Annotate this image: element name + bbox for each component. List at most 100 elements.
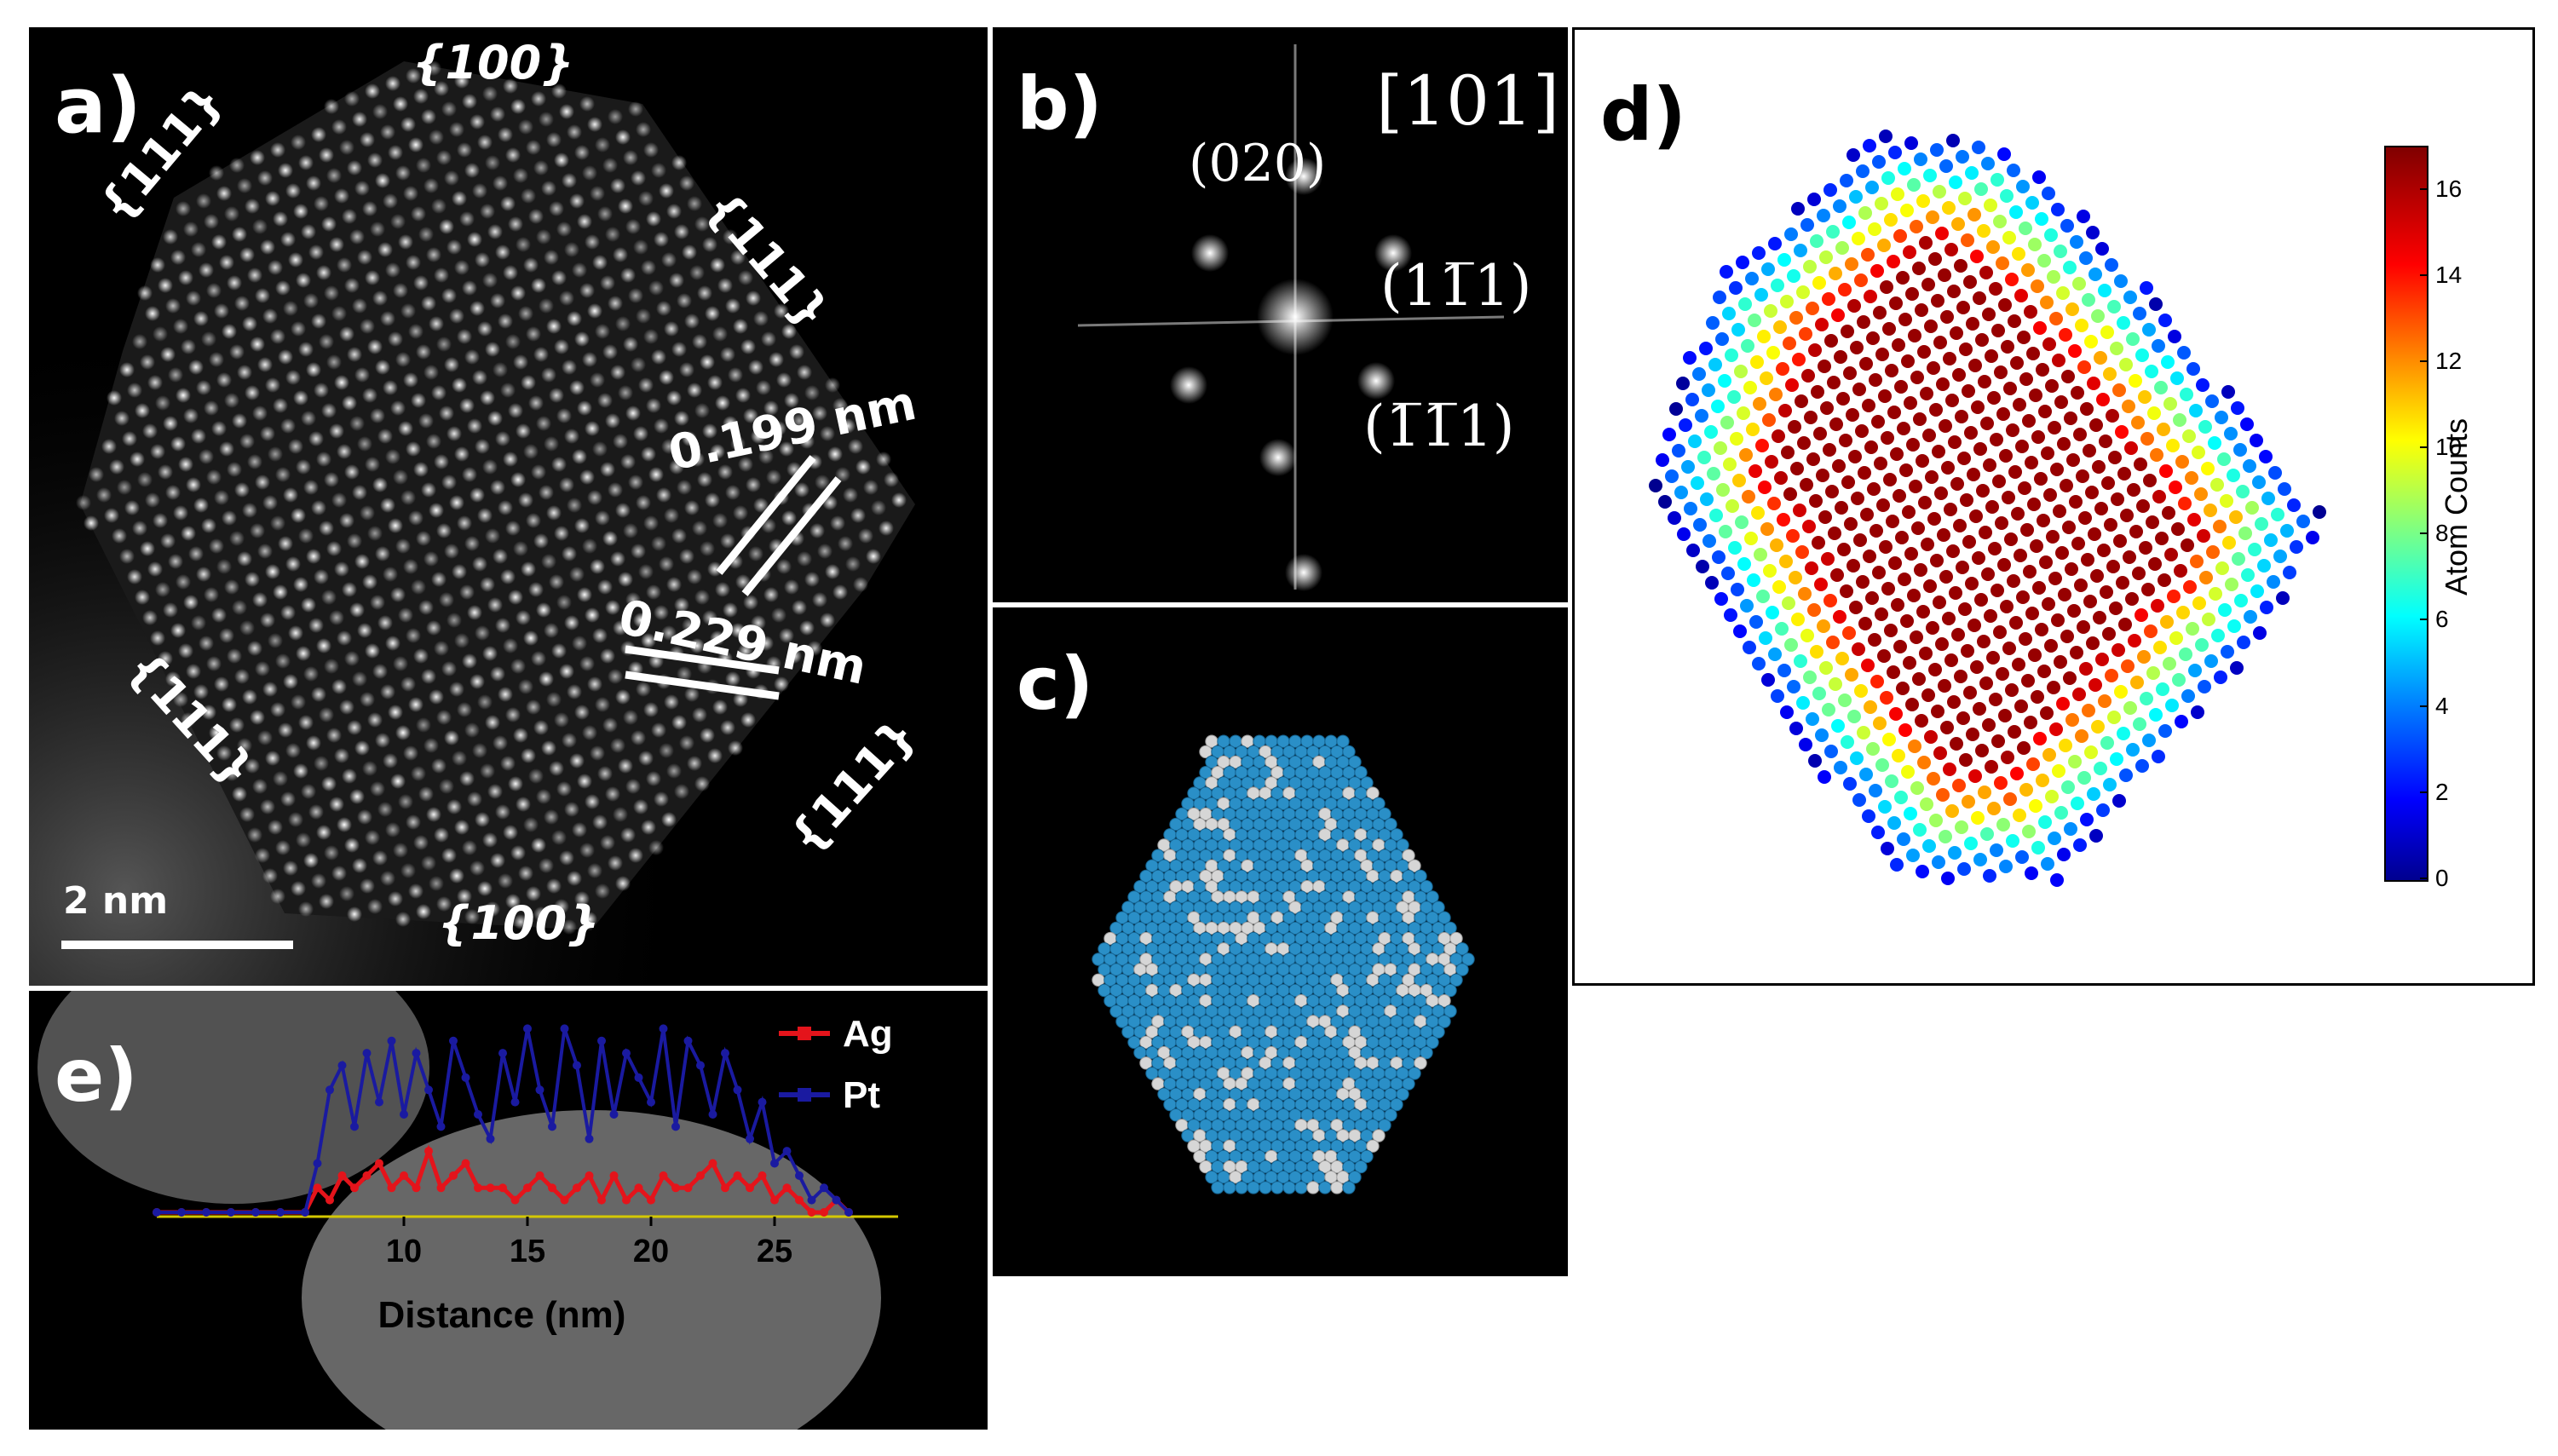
atom-column [470,487,485,503]
pt-atom [1461,952,1475,966]
atom-column [285,743,301,758]
atom-count-point [1898,162,1911,176]
atom-column [275,467,291,482]
atom-count-point [1850,341,1864,354]
atom-column [342,582,357,597]
atom-column [712,699,728,715]
atom-column [784,393,799,408]
atom-count-point [1669,402,1683,416]
atom-column [654,232,669,247]
atom-count-point [1819,250,1833,264]
atom-column [689,452,705,467]
atom-count-scatter [1649,129,2326,887]
atom-column [224,206,239,222]
atom-column [352,112,367,127]
atom-count-point [1961,233,1974,247]
data-point-pt [746,1134,754,1143]
atom-count-point [1877,649,1891,663]
atom-column [181,526,196,541]
atom-count-point [2133,717,2146,731]
atom-column [314,569,329,584]
atom-count-point [1840,584,1853,598]
atom-column [360,505,375,521]
atom-count-point [1957,862,1971,876]
atom-column [441,475,457,490]
atom-column [439,219,454,234]
atom-count-point [2056,697,2070,711]
atom-column [625,592,641,607]
data-point-pt [412,1049,421,1058]
atom-column [268,446,283,462]
atom-column [372,104,388,119]
data-point-ag [535,1171,544,1180]
data-point-ag [436,1183,446,1193]
atom-count-point [1791,613,1805,626]
atom-column [349,602,365,618]
atom-count-point [1806,712,1819,726]
atom-column [319,707,334,722]
atom-column [643,142,659,158]
atom-count-point [2150,448,2163,462]
atom-count-point [2149,708,2163,722]
atom-count-point [2025,607,2039,620]
atom-count-point [1929,814,1943,827]
atom-column [170,436,186,452]
atom-count-point [1916,454,1929,468]
atom-column [661,812,677,827]
atom-column [720,533,735,549]
atom-count-point [1853,533,1867,547]
atom-count-point [1721,567,1735,580]
atom-count-point [2084,745,2098,759]
atom-column [344,278,360,293]
atom-count-point [2116,576,2129,590]
atom-count-point [2080,402,2094,416]
atom-column [498,500,513,515]
atom-count-point [1925,470,1939,484]
atom-column [342,395,357,411]
atom-count-point [2105,258,2118,272]
atom-column [495,245,510,260]
atom-column [582,912,597,927]
atom-column [426,247,441,262]
atom-column [245,385,260,400]
atom-count-point [1910,220,1923,233]
atom-column [395,912,411,927]
atom-column [181,712,196,728]
atom-count-point [2175,715,2188,728]
atom-count-point [1683,351,1697,365]
atom-count-point [2008,465,2022,479]
atom-column [186,477,201,492]
atom-count-point [1852,383,1866,396]
atom-column [224,766,239,781]
atom-column [671,528,687,544]
atom-count-point [2001,751,2014,764]
atom-column [710,444,725,459]
atom-column [252,219,268,234]
atom-column [380,498,395,513]
atom-column [738,457,753,472]
atom-count-point [1995,516,2008,530]
atom-column [429,876,444,891]
atom-count-point [1921,538,1934,551]
atom-column [728,367,743,383]
legend-marker-ag [798,1027,811,1040]
atom-count-point [2154,381,2168,394]
atom-count-point [1913,823,1927,837]
atom-column [480,763,495,779]
atom-count-point [1777,253,1791,267]
atom-column [247,454,262,469]
atom-count-point [2135,759,2149,773]
pt-atom [1318,1181,1332,1194]
atom-count-point [1966,317,1979,331]
atom-count-point [1991,584,2004,597]
atom-count-point [1665,469,1679,483]
atom-column [477,508,493,523]
atom-column [283,487,298,503]
atom-count-point [1953,519,1967,532]
atom-column [697,285,712,301]
atom-count-point [1999,860,2013,873]
atom-count-point [1777,513,1790,527]
atom-count-point [1893,489,1906,503]
atom-count-point [2093,611,2106,624]
atom-column [319,334,334,349]
